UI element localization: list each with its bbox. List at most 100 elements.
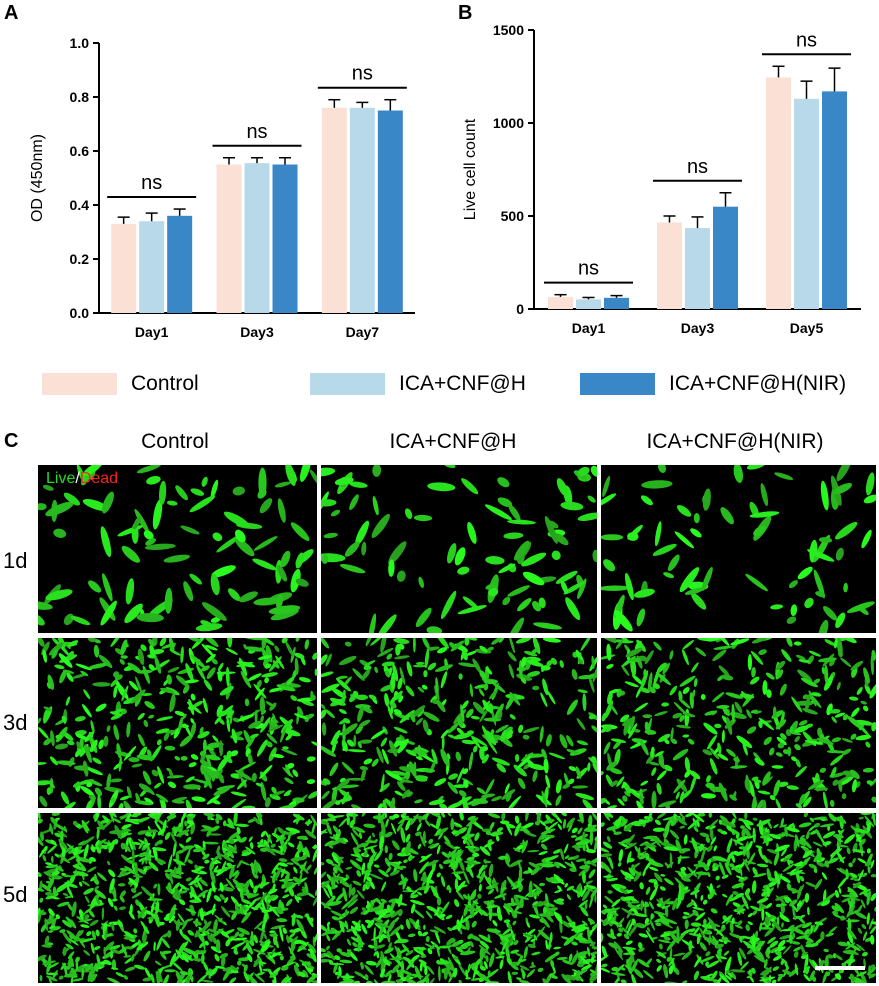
live-cell bbox=[819, 823, 835, 828]
live-cell bbox=[654, 711, 668, 717]
live-cell bbox=[276, 564, 288, 582]
live-cell bbox=[145, 852, 152, 862]
live-cell bbox=[117, 883, 126, 887]
live-cell bbox=[294, 896, 302, 901]
live-cell bbox=[645, 958, 653, 967]
live-cell bbox=[396, 570, 406, 582]
live-cell bbox=[128, 911, 135, 920]
live-cell bbox=[863, 494, 876, 504]
live-cell bbox=[870, 921, 876, 925]
live-cell bbox=[690, 773, 697, 792]
live-cell bbox=[417, 843, 422, 850]
live-cell bbox=[609, 768, 623, 775]
live-cell bbox=[339, 879, 351, 888]
live-cell bbox=[321, 928, 336, 936]
live-cell bbox=[232, 878, 244, 891]
live-cell bbox=[782, 945, 792, 955]
live-cell bbox=[240, 905, 248, 911]
live-cell bbox=[627, 889, 634, 894]
live-cell bbox=[870, 893, 876, 901]
live-cell bbox=[123, 846, 130, 850]
live-cell bbox=[413, 978, 427, 983]
live-cell bbox=[384, 831, 393, 838]
live-cell bbox=[744, 891, 751, 901]
live-cell bbox=[718, 665, 730, 677]
live-cell bbox=[733, 757, 740, 763]
live-cell bbox=[521, 552, 547, 567]
live-cell bbox=[413, 638, 416, 653]
live-cell bbox=[752, 950, 763, 958]
live-cell bbox=[120, 854, 132, 864]
live-cell bbox=[503, 532, 524, 539]
live-cell bbox=[632, 908, 639, 915]
live-cell bbox=[178, 716, 183, 732]
live-cell bbox=[751, 638, 770, 644]
live-cell bbox=[68, 938, 79, 946]
live-cell bbox=[486, 738, 498, 754]
live-cell bbox=[463, 904, 469, 917]
live-cell bbox=[793, 641, 802, 646]
live-cell bbox=[513, 912, 518, 919]
live-cell bbox=[313, 844, 317, 850]
live-cell bbox=[236, 927, 250, 935]
live-cell bbox=[224, 897, 229, 903]
live-cell bbox=[613, 977, 620, 983]
live-cell bbox=[807, 779, 825, 791]
live-cell bbox=[248, 720, 262, 729]
live-cell bbox=[576, 950, 581, 963]
live-cell bbox=[427, 662, 437, 671]
live-cell bbox=[423, 885, 430, 894]
live-cell bbox=[540, 837, 551, 843]
live-cell bbox=[94, 963, 105, 968]
live-cell bbox=[295, 638, 300, 642]
live-cell bbox=[644, 845, 649, 851]
live-cell bbox=[65, 696, 71, 706]
live-cell bbox=[116, 742, 122, 759]
live-cell bbox=[314, 889, 317, 897]
live-cell bbox=[234, 844, 237, 852]
live-cell bbox=[477, 864, 485, 877]
live-cell bbox=[693, 513, 700, 524]
live-cell bbox=[506, 876, 517, 889]
live-cell bbox=[674, 877, 686, 889]
micrograph-1d-2 bbox=[321, 465, 597, 633]
live-cell bbox=[719, 974, 730, 983]
live-cell bbox=[836, 638, 843, 657]
live-cell bbox=[447, 946, 452, 955]
live-cell bbox=[830, 847, 839, 860]
live-cell bbox=[54, 832, 62, 838]
live-cell bbox=[233, 946, 238, 954]
live-cell bbox=[467, 893, 471, 905]
live-cell bbox=[591, 959, 597, 963]
live-cell bbox=[326, 921, 330, 927]
live-cell bbox=[150, 892, 157, 905]
chart-b-y-axis-label: Live cell count bbox=[462, 118, 479, 220]
row-label-3d: 3d bbox=[3, 710, 28, 735]
live-cell bbox=[656, 770, 667, 781]
live-cell bbox=[541, 748, 547, 760]
live-cell bbox=[845, 868, 849, 880]
live-cell bbox=[822, 831, 836, 839]
live-cell bbox=[519, 965, 530, 971]
live-cell bbox=[750, 650, 764, 665]
live-cell bbox=[685, 813, 695, 817]
live-cell bbox=[38, 833, 44, 847]
live-cell bbox=[749, 511, 780, 518]
live-cell bbox=[862, 767, 874, 773]
live-cell bbox=[505, 946, 510, 960]
live-cell bbox=[411, 705, 426, 718]
live-cell bbox=[368, 613, 377, 633]
live-cell bbox=[410, 894, 419, 899]
live-cell bbox=[178, 822, 183, 828]
live-cell bbox=[378, 869, 389, 878]
live-cell bbox=[649, 888, 658, 901]
live-cell bbox=[456, 890, 464, 900]
live-cell bbox=[38, 907, 41, 917]
live-cell bbox=[59, 929, 66, 933]
live-cell bbox=[553, 911, 564, 924]
live-cell bbox=[659, 897, 664, 904]
live-cell bbox=[269, 972, 279, 978]
live-cell bbox=[670, 738, 678, 745]
micrograph-cells bbox=[38, 813, 317, 983]
live-cell bbox=[533, 622, 562, 630]
